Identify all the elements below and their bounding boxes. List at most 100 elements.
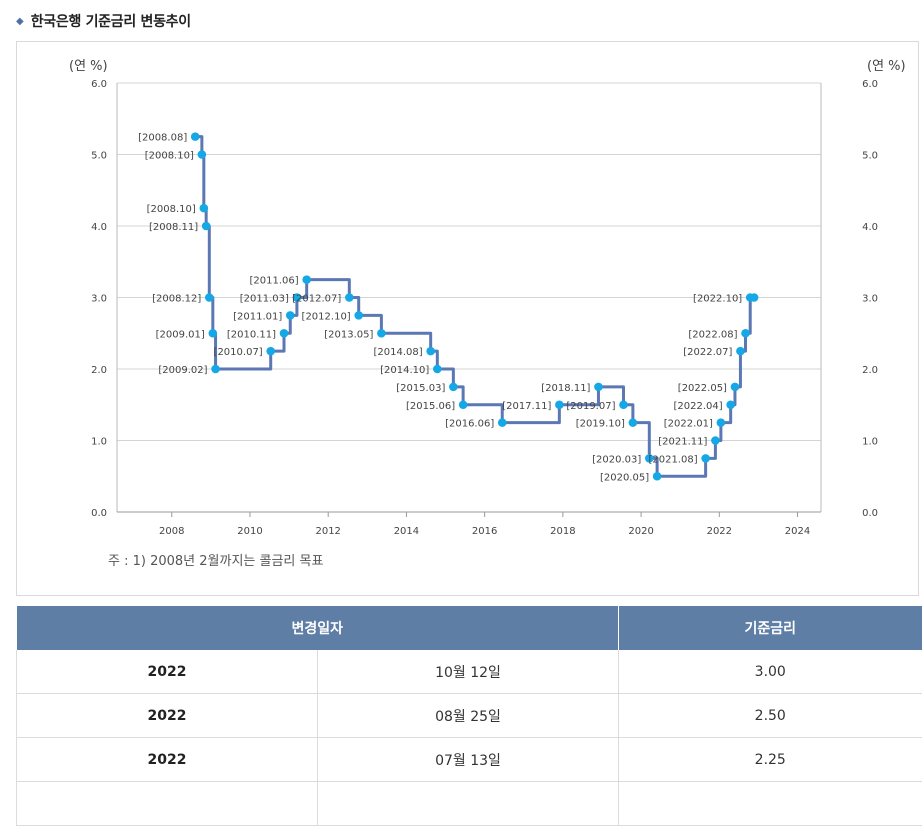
row-date: 10월 12일 [317,650,619,694]
y-tick-label-right: 6.0 [862,79,878,90]
data-point-label: [2008.10] [147,204,196,215]
data-point-label: [2019.07] [566,401,615,412]
y-tick-label-left: 3.0 [91,294,107,305]
page-title: 한국은행 기준금리 변동추이 [30,14,191,30]
data-point-marker [701,454,710,463]
diamond-bullet-icon: ◆ [16,15,24,27]
data-point-marker [302,275,311,284]
table-row: 2022 07월 13일 2.25 [16,737,922,782]
data-point-marker [266,346,276,356]
header-base-rate: 기준금리 [618,606,922,650]
data-point-label: [2015.03] [396,383,445,394]
data-point-marker [652,471,662,481]
data-point-marker [211,364,220,374]
y-tick-label-right: 4.0 [862,222,878,233]
x-tick-label: 2016 [472,526,497,537]
data-point-label: [2008.11] [149,222,198,233]
data-point-label: [2020.03] [592,454,641,465]
row-year: 2022 [16,650,318,694]
data-point-marker [377,328,386,338]
data-point-label: [2010.07] [214,347,263,358]
data-point-label: [2021.08] [648,454,697,465]
data-point-marker [736,346,745,356]
x-tick-label: 2008 [159,526,184,537]
data-point-label: [2011.06] [250,276,299,287]
y-tick-label-left: 4.0 [91,222,107,233]
data-point-label: [2022.07] [683,347,732,358]
data-point-label: [2008.12] [152,294,201,305]
data-point-label: [2019.10] [576,419,625,430]
row-year: 2022 [16,693,318,738]
table-row [16,781,922,826]
data-point-marker [190,132,200,141]
row-year [16,781,318,826]
data-point-label: [2013.05] [324,329,373,340]
data-point-label: [2016.06] [445,419,494,430]
data-point-label: [2022.04] [673,401,722,412]
table-header-row: 변경일자 기준금리 [16,606,922,650]
y-tick-label-left: 0.0 [91,508,107,519]
data-point-label: [2021.11] [658,437,707,448]
data-point-label: [2009.01] [156,329,205,340]
row-rate: 2.25 [618,737,922,782]
x-tick-label: 2022 [707,526,732,537]
data-point-marker [458,400,468,410]
data-point-label: [2008.10] [145,151,194,162]
row-rate: 2.50 [618,693,922,738]
data-point-marker [449,382,458,392]
y-tick-label-right: 2.0 [862,365,878,376]
chart-panel: 0.0 0.0 1.0 1.0 2.0 2.0 3.0 3.0 4.0 4.0 5.0 5.0 6.0 6… [16,41,919,596]
y-tick-label-right: 0.0 [862,508,878,519]
rate-table: 변경일자 기준금리 2022 10월 12일 3.00 2022 08월 25일… [16,606,922,826]
y-tick-label-right: 1.0 [862,437,878,448]
data-point-label: [2017.11] [502,401,551,412]
x-tick-label: 2010 [237,526,262,537]
data-point-label: [2022.05] [678,383,727,394]
data-point-marker [205,293,214,302]
row-date: 07월 13일 [317,737,619,782]
y-tick-label-left: 5.0 [91,151,107,162]
data-point-marker [711,436,720,445]
data-point-marker [292,293,302,302]
data-point-label: [2011.03] [240,294,289,305]
x-tick-label: 2020 [628,526,653,537]
data-point-marker [619,400,628,410]
y-unit-left: (연 %) [69,59,108,74]
data-point-marker [285,311,295,320]
y-tick-label-right: 3.0 [862,294,878,305]
data-point-label: [2014.10] [380,365,429,376]
data-point-marker [345,293,354,302]
data-point-label: [2011.01] [233,311,282,322]
data-point-marker [716,418,726,427]
data-point-marker [628,418,638,427]
header-change-date: 변경일자 [16,606,619,650]
data-point-marker [433,364,442,374]
data-point-marker [197,150,207,159]
x-tick-label: 2014 [394,526,419,537]
data-point-marker [730,382,740,392]
data-point-label: [2014.08] [374,347,423,358]
data-point-marker [555,400,564,410]
data-point-marker [208,328,218,338]
y-tick-label-left: 6.0 [91,79,107,90]
row-rate: 3.00 [618,650,922,694]
data-point-label: [2022.08] [688,329,737,340]
data-point-marker [354,311,364,320]
rate-chart: 0.0 0.0 1.0 1.0 2.0 2.0 3.0 3.0 4.0 4.0 5.0 5.0 6.0 6… [69,59,906,537]
x-tick-label: 2018 [550,526,575,537]
data-point-marker [749,293,759,302]
row-date [317,781,619,826]
row-date: 08월 25일 [317,693,619,738]
data-point-label: [2022.10] [693,294,742,305]
x-tick-label: 2012 [315,526,340,537]
data-point-marker [201,221,211,231]
chart-footnote: 주 : 1) 2008년 2월까지는 콜금리 목표 [108,554,324,569]
data-point-label: [2008.08] [138,133,187,144]
y-tick-label-left: 2.0 [91,365,107,376]
row-rate [618,781,922,826]
data-point-marker [279,328,289,338]
x-tick-label: 2024 [785,526,810,537]
y-unit-right: (연 %) [867,59,906,74]
data-point-label: [2015.06] [406,401,455,412]
data-point-marker [594,382,603,392]
